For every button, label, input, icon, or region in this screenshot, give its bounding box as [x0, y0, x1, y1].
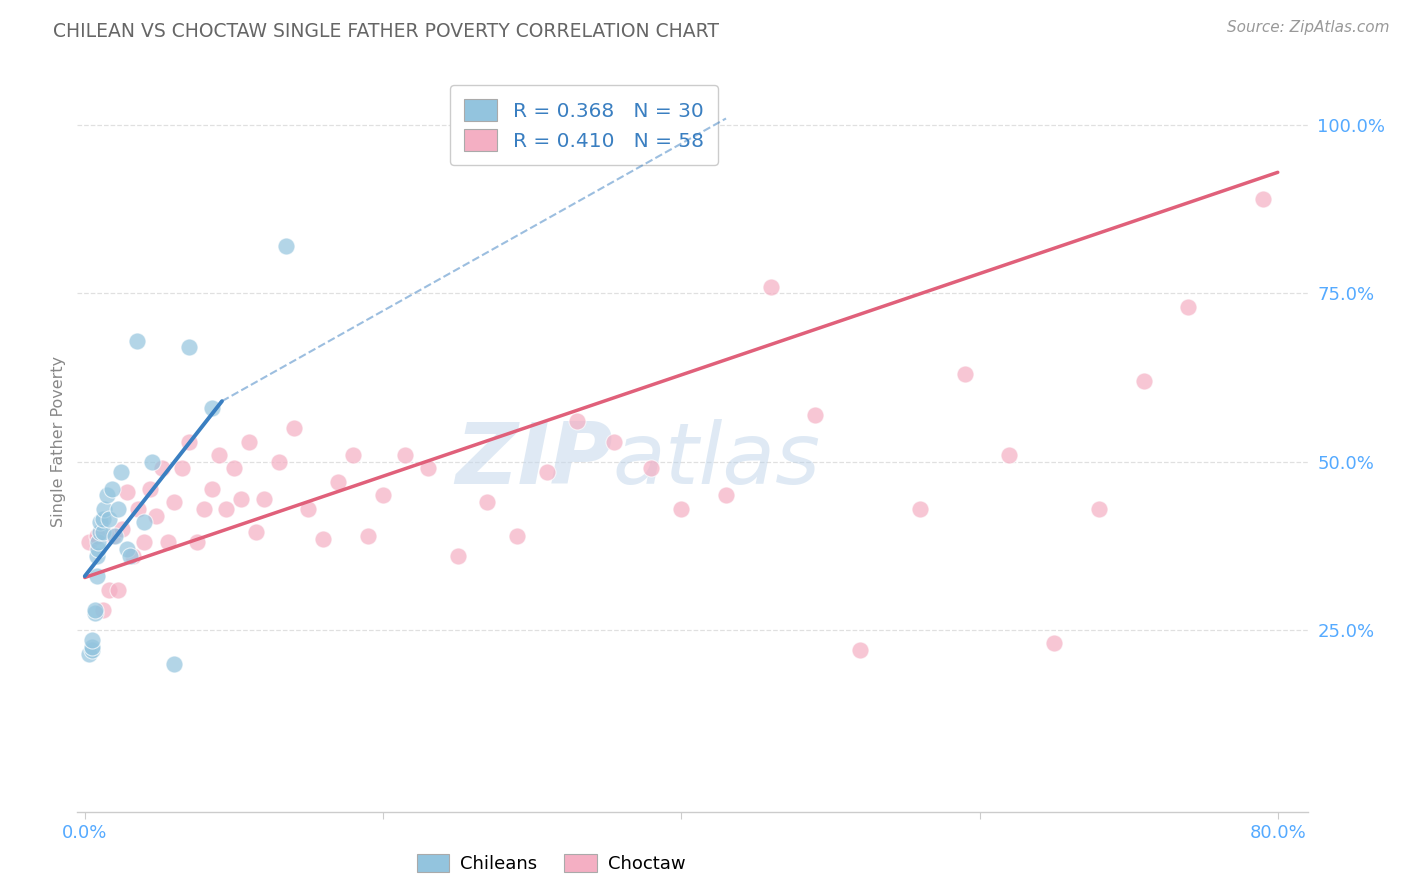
- Point: [125, 334, 148, 348]
- Text: Source: ZipAtlas.com: Source: ZipAtlas.com: [1226, 20, 1389, 35]
- Point: [416, 461, 439, 475]
- Point: [671, 501, 693, 516]
- Point: [145, 508, 167, 523]
- Point: [96, 488, 118, 502]
- Point: [297, 501, 319, 516]
- Point: [238, 434, 260, 449]
- Point: [200, 482, 222, 496]
- Point: [163, 657, 186, 671]
- Point: [84, 603, 107, 617]
- Point: [141, 455, 163, 469]
- Point: [536, 465, 558, 479]
- Point: [245, 525, 267, 540]
- Point: [394, 448, 416, 462]
- Point: [115, 485, 138, 500]
- Point: [640, 461, 662, 475]
- Point: [93, 501, 115, 516]
- Point: [714, 488, 737, 502]
- Point: [100, 482, 122, 496]
- Point: [150, 461, 173, 475]
- Point: [91, 525, 114, 540]
- Text: atlas: atlas: [613, 418, 821, 501]
- Text: CHILEAN VS CHOCTAW SINGLE FATHER POVERTY CORRELATION CHART: CHILEAN VS CHOCTAW SINGLE FATHER POVERTY…: [53, 22, 720, 41]
- Point: [208, 448, 231, 462]
- Point: [86, 549, 108, 563]
- Point: [115, 542, 138, 557]
- Point: [193, 501, 215, 516]
- Point: [200, 401, 222, 415]
- Point: [1251, 192, 1274, 206]
- Point: [998, 448, 1021, 462]
- Point: [82, 640, 104, 654]
- Point: [274, 239, 297, 253]
- Point: [87, 542, 110, 557]
- Point: [134, 535, 156, 549]
- Point: [107, 501, 129, 516]
- Point: [342, 448, 364, 462]
- Point: [849, 643, 872, 657]
- Point: [82, 633, 104, 648]
- Point: [97, 582, 120, 597]
- Point: [77, 647, 100, 661]
- Point: [1132, 374, 1154, 388]
- Point: [82, 643, 104, 657]
- Y-axis label: Single Father Poverty: Single Father Poverty: [51, 356, 66, 527]
- Point: [215, 501, 238, 516]
- Point: [908, 501, 931, 516]
- Point: [134, 516, 156, 530]
- Point: [267, 455, 290, 469]
- Point: [104, 529, 127, 543]
- Point: [170, 461, 193, 475]
- Point: [97, 512, 120, 526]
- Point: [759, 279, 782, 293]
- Point: [111, 522, 134, 536]
- Point: [179, 340, 201, 354]
- Legend: Chileans, Choctaw: Chileans, Choctaw: [409, 847, 692, 880]
- Point: [477, 495, 499, 509]
- Point: [603, 434, 626, 449]
- Point: [179, 434, 201, 449]
- Point: [127, 501, 149, 516]
- Point: [283, 421, 305, 435]
- Point: [186, 535, 208, 549]
- Point: [253, 491, 276, 506]
- Point: [118, 549, 141, 563]
- Point: [328, 475, 350, 489]
- Point: [565, 414, 588, 428]
- Point: [139, 482, 162, 496]
- Point: [163, 495, 186, 509]
- Text: ZIP: ZIP: [456, 418, 613, 501]
- Point: [506, 529, 529, 543]
- Point: [357, 529, 380, 543]
- Point: [86, 529, 108, 543]
- Point: [157, 535, 180, 549]
- Point: [89, 516, 111, 530]
- Point: [1043, 636, 1066, 650]
- Point: [110, 465, 132, 479]
- Point: [953, 368, 976, 382]
- Point: [1088, 501, 1111, 516]
- Point: [231, 491, 253, 506]
- Point: [312, 532, 335, 546]
- Point: [86, 569, 108, 583]
- Point: [91, 512, 114, 526]
- Point: [222, 461, 245, 475]
- Point: [77, 535, 100, 549]
- Point: [89, 525, 111, 540]
- Point: [446, 549, 468, 563]
- Point: [107, 582, 129, 597]
- Point: [84, 606, 107, 620]
- Point: [87, 535, 110, 549]
- Point: [121, 549, 143, 563]
- Point: [101, 529, 124, 543]
- Point: [91, 603, 114, 617]
- Point: [371, 488, 394, 502]
- Point: [804, 408, 827, 422]
- Point: [1177, 300, 1199, 314]
